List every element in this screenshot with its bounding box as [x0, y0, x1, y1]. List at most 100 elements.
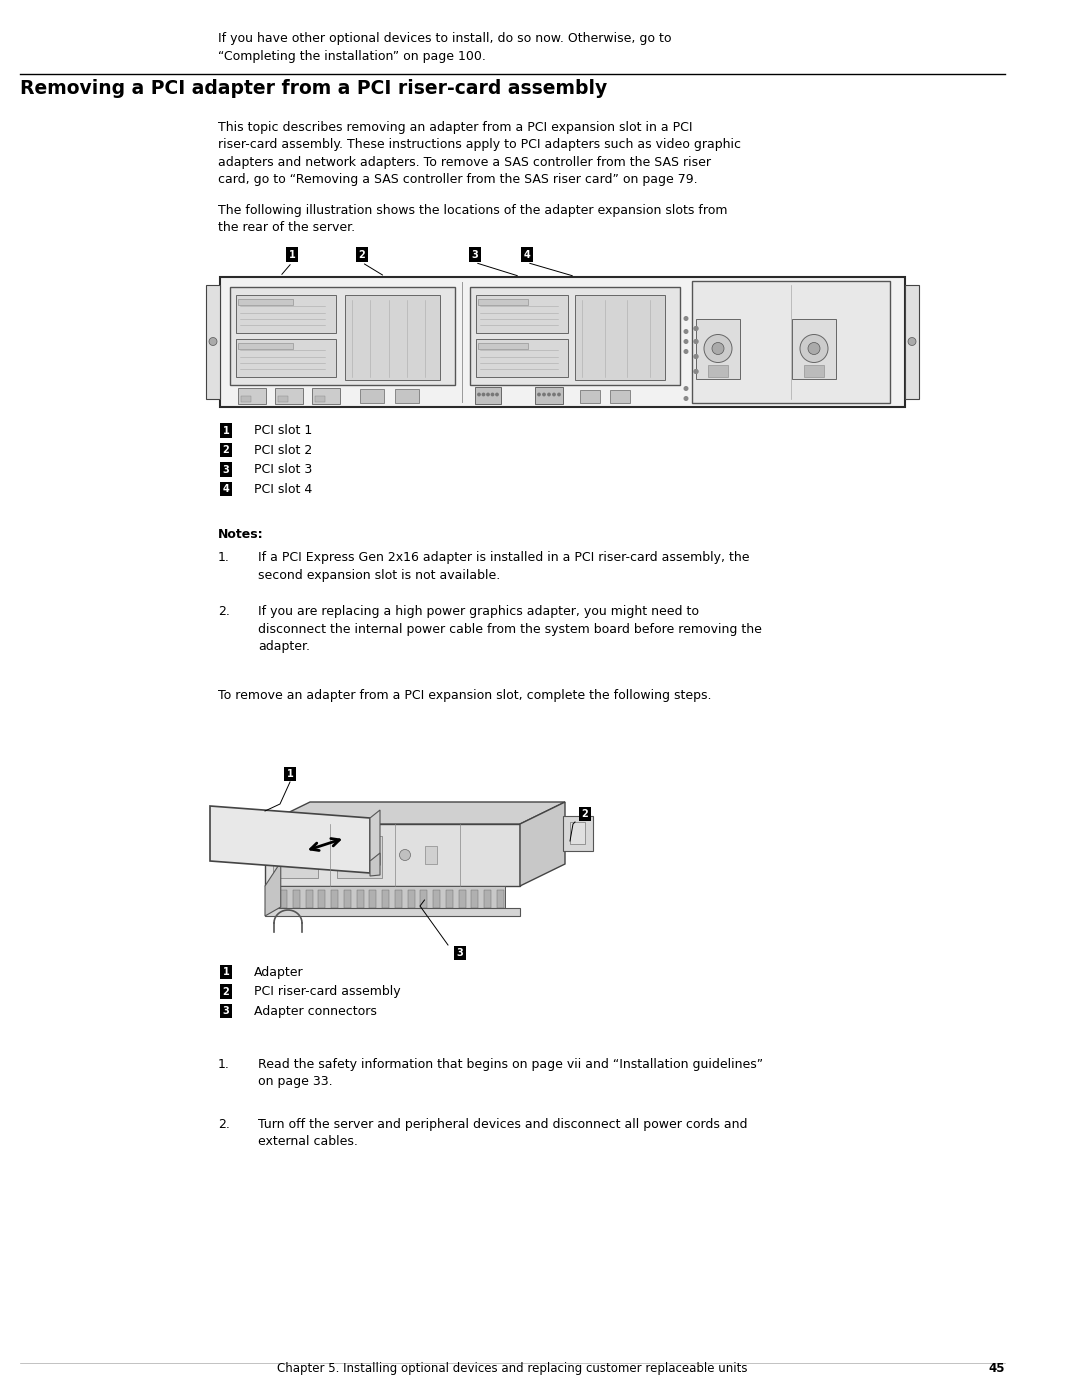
Circle shape: [694, 327, 698, 330]
FancyBboxPatch shape: [230, 286, 455, 384]
Polygon shape: [265, 862, 281, 916]
Circle shape: [694, 370, 698, 373]
FancyBboxPatch shape: [273, 835, 318, 877]
FancyBboxPatch shape: [337, 835, 382, 877]
Text: Chapter 5. Installing optional devices and replacing customer replaceable units: Chapter 5. Installing optional devices a…: [278, 1362, 747, 1375]
FancyBboxPatch shape: [343, 890, 351, 908]
Circle shape: [548, 394, 550, 395]
Polygon shape: [265, 824, 519, 886]
Text: Adapter connectors: Adapter connectors: [254, 1004, 377, 1017]
FancyBboxPatch shape: [275, 387, 303, 404]
Circle shape: [908, 338, 916, 345]
Circle shape: [557, 394, 561, 395]
Polygon shape: [265, 802, 565, 824]
Text: “Completing the installation” on page 100.: “Completing the installation” on page 10…: [218, 49, 486, 63]
FancyBboxPatch shape: [312, 387, 340, 404]
FancyBboxPatch shape: [206, 285, 220, 398]
Text: 2.: 2.: [218, 605, 230, 617]
FancyBboxPatch shape: [570, 821, 585, 844]
Circle shape: [538, 394, 540, 395]
Text: Adapter: Adapter: [254, 965, 303, 978]
Circle shape: [712, 342, 724, 355]
Text: Notes:: Notes:: [218, 528, 264, 541]
Circle shape: [694, 339, 698, 344]
Circle shape: [685, 339, 688, 344]
Text: 1.: 1.: [218, 550, 230, 564]
FancyBboxPatch shape: [476, 338, 568, 377]
Text: Turn off the server and peripheral devices and disconnect all power cords and: Turn off the server and peripheral devic…: [258, 1118, 747, 1130]
FancyBboxPatch shape: [446, 890, 453, 908]
FancyBboxPatch shape: [433, 890, 441, 908]
FancyBboxPatch shape: [692, 281, 890, 402]
Circle shape: [694, 339, 698, 344]
Text: PCI riser-card assembly: PCI riser-card assembly: [254, 985, 401, 997]
FancyBboxPatch shape: [369, 890, 376, 908]
Text: 1: 1: [222, 426, 229, 436]
Circle shape: [685, 330, 688, 334]
Text: on page 33.: on page 33.: [258, 1076, 333, 1088]
FancyBboxPatch shape: [420, 890, 428, 908]
FancyBboxPatch shape: [395, 890, 402, 908]
FancyBboxPatch shape: [395, 388, 419, 402]
Text: external cables.: external cables.: [258, 1134, 357, 1148]
Circle shape: [685, 387, 688, 390]
Text: 2: 2: [582, 809, 589, 819]
FancyBboxPatch shape: [238, 299, 293, 305]
Circle shape: [694, 327, 698, 330]
Circle shape: [483, 394, 485, 395]
Text: 1: 1: [222, 967, 229, 977]
FancyBboxPatch shape: [475, 387, 501, 404]
Text: PCI slot 3: PCI slot 3: [254, 462, 312, 476]
FancyBboxPatch shape: [220, 277, 905, 407]
Polygon shape: [210, 806, 370, 873]
Text: PCI slot 4: PCI slot 4: [254, 482, 312, 496]
Circle shape: [477, 394, 481, 395]
FancyBboxPatch shape: [382, 890, 389, 908]
FancyBboxPatch shape: [319, 890, 325, 908]
Text: To remove an adapter from a PCI expansion slot, complete the following steps.: To remove an adapter from a PCI expansio…: [218, 689, 712, 701]
FancyBboxPatch shape: [332, 890, 338, 908]
Polygon shape: [519, 802, 565, 886]
Polygon shape: [370, 854, 380, 876]
Circle shape: [694, 370, 698, 373]
Text: 1: 1: [288, 250, 295, 260]
Text: PCI slot 2: PCI slot 2: [254, 443, 312, 457]
Circle shape: [800, 334, 828, 362]
Text: The following illustration shows the locations of the adapter expansion slots fr: The following illustration shows the loc…: [218, 204, 728, 217]
Text: 1: 1: [286, 768, 294, 780]
FancyBboxPatch shape: [293, 890, 300, 908]
FancyBboxPatch shape: [472, 890, 478, 908]
Circle shape: [487, 394, 489, 395]
Circle shape: [685, 349, 688, 353]
FancyBboxPatch shape: [905, 285, 919, 398]
FancyBboxPatch shape: [610, 390, 630, 402]
FancyBboxPatch shape: [575, 295, 665, 380]
FancyBboxPatch shape: [696, 319, 740, 379]
Text: Removing a PCI adapter from a PCI riser-card assembly: Removing a PCI adapter from a PCI riser-…: [21, 78, 607, 98]
Text: 3: 3: [222, 1006, 229, 1016]
Text: 3: 3: [222, 464, 229, 475]
Text: adapters and network adapters. To remove a SAS controller from the SAS riser: adapters and network adapters. To remove…: [218, 155, 711, 169]
FancyBboxPatch shape: [470, 286, 680, 384]
Circle shape: [704, 334, 732, 362]
Text: the rear of the server.: the rear of the server.: [218, 221, 355, 235]
Text: second expansion slot is not available.: second expansion slot is not available.: [258, 569, 500, 581]
FancyBboxPatch shape: [476, 295, 568, 332]
FancyBboxPatch shape: [315, 395, 325, 401]
Circle shape: [694, 355, 698, 358]
FancyBboxPatch shape: [804, 365, 824, 377]
FancyBboxPatch shape: [478, 299, 528, 305]
FancyBboxPatch shape: [535, 387, 563, 404]
FancyBboxPatch shape: [280, 890, 287, 908]
Text: If you have other optional devices to install, do so now. Otherwise, go to: If you have other optional devices to in…: [218, 32, 672, 45]
FancyBboxPatch shape: [426, 847, 437, 863]
Text: PCI slot 1: PCI slot 1: [254, 425, 312, 437]
FancyBboxPatch shape: [580, 390, 600, 402]
FancyBboxPatch shape: [238, 387, 266, 404]
FancyBboxPatch shape: [278, 395, 288, 401]
Text: 3: 3: [457, 949, 463, 958]
Text: 1.: 1.: [218, 1058, 230, 1070]
Text: If a PCI Express Gen 2x16 adapter is installed in a PCI riser-card assembly, the: If a PCI Express Gen 2x16 adapter is ins…: [258, 550, 750, 564]
FancyBboxPatch shape: [563, 816, 593, 851]
FancyBboxPatch shape: [484, 890, 491, 908]
